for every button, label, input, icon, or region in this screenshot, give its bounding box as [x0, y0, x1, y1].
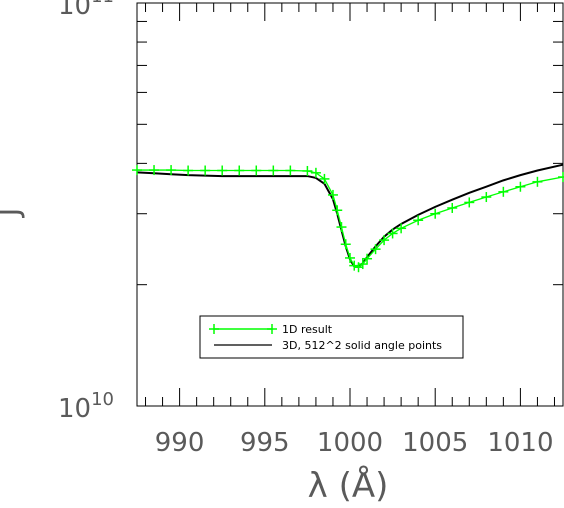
data-point-1d: [498, 186, 509, 197]
plot-frame: [136, 2, 564, 407]
data-point-1d: [149, 165, 160, 176]
data-point-1d: [327, 189, 338, 200]
data-point-1d: [268, 165, 279, 176]
x-tick-label: 995: [240, 428, 290, 458]
legend-label-3d: 3D, 512^2 solid angle points: [282, 339, 442, 352]
data-point-1d: [340, 239, 351, 250]
data-point-1d: [345, 252, 355, 263]
data-point-1d: [251, 165, 262, 176]
data-point-1d: [387, 228, 398, 239]
data-point-1d: [430, 208, 441, 219]
data-point-1d: [200, 165, 211, 176]
data-point-1d: [132, 165, 142, 176]
legend-label-1d: 1D result: [282, 323, 333, 336]
data-point-1d: [319, 173, 330, 184]
y-axis-label: J: [0, 208, 26, 219]
y-tick-label: 1010: [58, 389, 114, 424]
data-point-1d: [396, 223, 407, 234]
data-point-1d: [558, 172, 564, 183]
data-point-1d: [217, 165, 228, 176]
data-point-1d: [464, 197, 475, 208]
data-point-1d: [183, 165, 194, 176]
legend-box: [199, 315, 464, 359]
data-point-1d: [515, 181, 526, 192]
data-point-1d: [379, 235, 390, 246]
data-point-1d: [447, 202, 458, 213]
y-tick-labels: 1011 1010: [58, 0, 114, 424]
data-point-1d: [310, 167, 321, 178]
data-point-1d: [234, 165, 245, 176]
x-tick-label: 1005: [402, 428, 468, 458]
x-tick-label: 1010: [487, 428, 553, 458]
data-point-1d: [532, 176, 543, 187]
x-tick-label: 990: [155, 428, 205, 458]
x-tick-label: 1000: [317, 428, 383, 458]
data-point-1d: [362, 253, 373, 264]
y-tick-label: 1011: [58, 0, 114, 21]
x-tick-labels: 990 995 1000 1005 1010: [155, 428, 554, 458]
x-axis-label: λ (Å): [308, 465, 389, 506]
legend-entry-1d: 1D result: [209, 323, 333, 336]
series-line-1d: [137, 169, 564, 268]
data-point-1d: [413, 215, 424, 226]
data-point-1d: [349, 260, 360, 271]
data-point-1d: [481, 192, 492, 203]
legend-entry-3d: 3D, 512^2 solid angle points: [214, 339, 442, 352]
series-layer: [132, 163, 564, 273]
data-point-1d: [285, 165, 296, 176]
data-point-1d: [302, 165, 313, 176]
data-point-1d: [166, 165, 177, 176]
series-line-3d: [136, 163, 564, 269]
data-point-1d: [332, 205, 343, 216]
legend: 1D result 3D, 512^2 solid angle points: [199, 315, 464, 359]
data-point-1d: [370, 244, 381, 255]
data-point-1d: [336, 222, 347, 233]
data-point-1d: [357, 259, 368, 270]
